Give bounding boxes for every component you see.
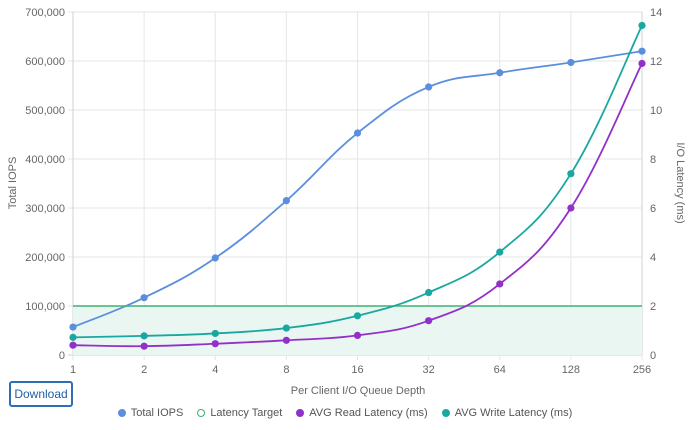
avg-read-latency-ms-point xyxy=(496,280,504,288)
avg-write-latency-ms-point xyxy=(638,21,646,30)
x-tick-label: 4 xyxy=(212,364,218,376)
x-tick-label: 256 xyxy=(633,364,651,376)
avg-read-latency-ms-point xyxy=(69,341,77,349)
avg-read-latency-ms-point xyxy=(282,336,290,344)
legend-swatch xyxy=(296,409,305,417)
y-tick-label: 400,000 xyxy=(25,154,65,166)
legend-swatch xyxy=(117,409,126,417)
grid-lines xyxy=(68,11,643,360)
legend-label: Latency Target xyxy=(210,407,283,419)
legend-item[interactable]: AVG Read Latency (ms) xyxy=(296,407,428,419)
y-axis-title-left: Total IOPS xyxy=(7,157,19,210)
y2-tick-label: 14 xyxy=(650,7,662,19)
x-tick-label: 8 xyxy=(283,364,289,376)
legend-item[interactable]: Total IOPS xyxy=(117,407,184,419)
y-tick-label: 500,000 xyxy=(25,105,65,117)
x-tick-label: 32 xyxy=(423,364,435,376)
y2-tick-label: 4 xyxy=(650,252,656,264)
x-tick-label: 16 xyxy=(351,364,363,376)
y2-tick-label: 2 xyxy=(650,301,656,313)
legend-item[interactable]: Latency Target xyxy=(197,407,282,419)
x-tick-label: 2 xyxy=(141,364,147,376)
total-iops-point xyxy=(211,254,219,262)
avg-read-latency-ms-point xyxy=(353,331,362,339)
avg-write-latency-ms-point xyxy=(140,332,148,340)
avg-write-latency-ms-point xyxy=(567,170,575,178)
y2-tick-label: 0 xyxy=(650,350,656,362)
avg-write-latency-ms-point xyxy=(353,312,362,320)
y2-tick-label: 10 xyxy=(650,105,662,117)
legend-label: AVG Write Latency (ms) xyxy=(454,407,573,419)
total-iops-point xyxy=(353,129,362,137)
y2-tick-label: 8 xyxy=(650,154,656,166)
axis-ticks: 0 100,000 200,000 300,000 400,000 500,000 600,… xyxy=(25,7,662,376)
y-tick-label: 0 xyxy=(59,350,65,362)
y-tick-label: 700,000 xyxy=(25,7,65,19)
avg-read-latency-ms-point xyxy=(638,59,646,68)
total-iops-point xyxy=(638,47,646,55)
total-iops-point xyxy=(425,83,433,91)
y-tick-label: 300,000 xyxy=(25,203,65,215)
avg-read-latency-ms-point xyxy=(140,342,148,350)
chart-legend: Total IOPS Latency Target AVG Read Latency… xyxy=(0,404,690,422)
legend-item[interactable]: AVG Write Latency (ms) xyxy=(441,407,573,419)
avg-write-latency-ms-point xyxy=(282,324,290,332)
total-iops-point xyxy=(140,294,148,302)
x-axis-title: Per Client I/O Queue Depth xyxy=(291,385,426,397)
avg-write-latency-ms-point xyxy=(425,288,433,297)
legend-label: Total IOPS xyxy=(130,407,184,419)
total-iops-point xyxy=(282,197,290,205)
series-points xyxy=(69,21,646,350)
avg-read-latency-ms-point xyxy=(211,340,219,348)
total-iops-point xyxy=(496,69,504,77)
legend-swatch xyxy=(197,409,206,417)
y-tick-label: 100,000 xyxy=(25,301,65,313)
x-tick-label: 64 xyxy=(494,364,506,376)
avg-read-latency-ms-point xyxy=(567,204,575,212)
y2-tick-label: 6 xyxy=(650,203,656,215)
y-tick-label: 200,000 xyxy=(25,252,65,264)
legend-label: AVG Read Latency (ms) xyxy=(309,407,428,419)
avg-read-latency-ms-point xyxy=(425,317,433,325)
avg-write-latency-ms-point xyxy=(69,333,77,341)
total-iops-point xyxy=(69,323,77,331)
x-tick-label: 128 xyxy=(562,364,580,376)
y-axis-title-right: I/O Latency (ms) xyxy=(674,142,686,223)
y-tick-label: 600,000 xyxy=(25,56,65,68)
x-tick-label: 1 xyxy=(70,364,76,376)
avg-write-latency-ms-point xyxy=(496,248,504,256)
legend-swatch xyxy=(441,409,450,417)
y2-tick-label: 12 xyxy=(650,56,662,68)
download-button[interactable]: Download xyxy=(9,381,73,407)
avg-write-latency-ms-point xyxy=(211,329,219,338)
total-iops-point xyxy=(567,58,575,67)
